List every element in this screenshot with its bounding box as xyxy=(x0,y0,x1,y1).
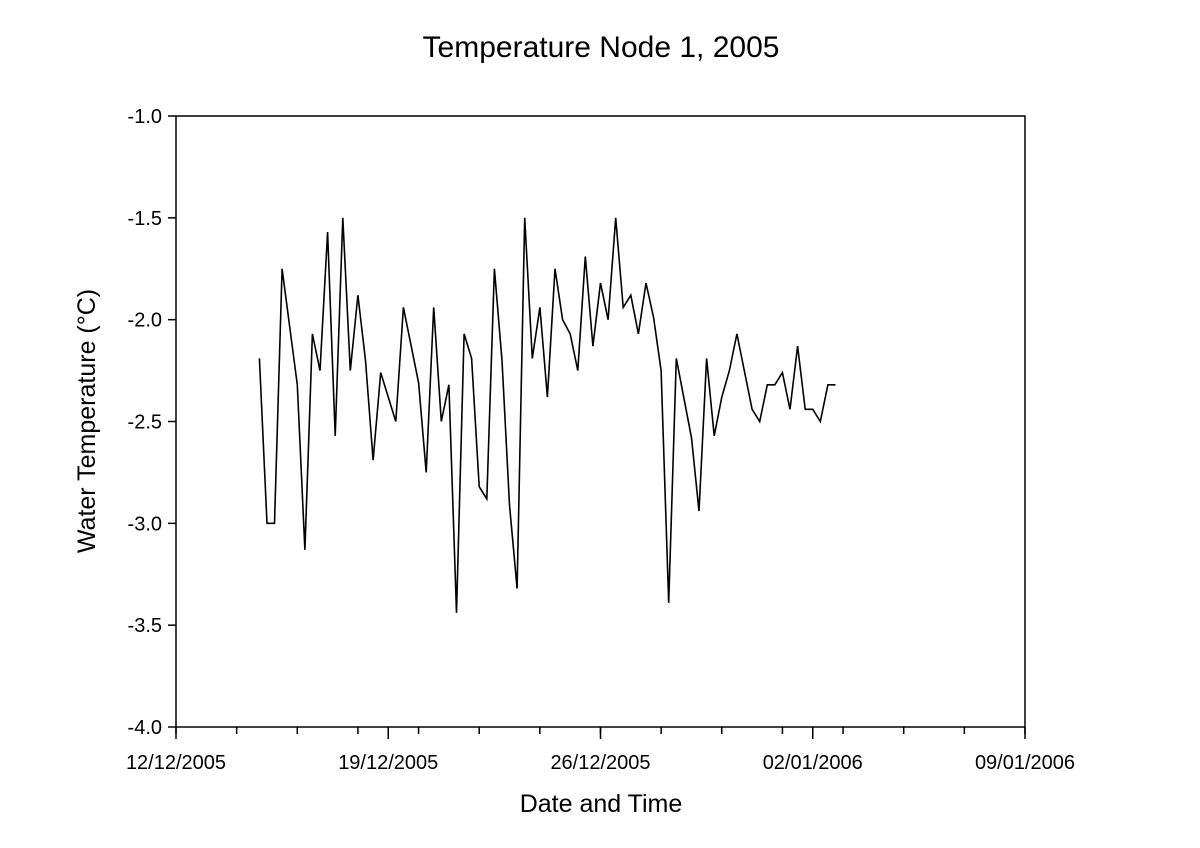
x-tick-label: 02/01/2006 xyxy=(763,752,863,774)
y-axis-label: Water Temperature (°C) xyxy=(73,289,101,553)
y-tick-label: -3.0 xyxy=(128,513,162,535)
series-line xyxy=(258,217,836,613)
y-tick-label: -3.5 xyxy=(128,615,162,637)
x-axis: 12/12/2005 19/12/2005 26/12/2005 02/01/2006… xyxy=(126,727,1075,774)
x-axis-label: Date and Time xyxy=(520,790,683,818)
chart-title: Temperature Node 1, 2005 xyxy=(423,31,780,64)
y-tick-label: -2.0 xyxy=(128,310,162,332)
x-tick-label: 26/12/2005 xyxy=(550,752,650,774)
y-tick-label: -1.5 xyxy=(128,208,162,230)
y-tick-label: -4.0 xyxy=(128,717,162,739)
x-tick-label: 19/12/2005 xyxy=(338,752,438,774)
x-tick-label: 09/01/2006 xyxy=(975,752,1075,774)
plot-frame xyxy=(175,115,1026,728)
y-tick-label: -2.5 xyxy=(128,412,162,434)
y-tick-label: -1.0 xyxy=(128,106,162,128)
series-group xyxy=(258,217,836,613)
x-tick-label: 12/12/2005 xyxy=(126,752,226,774)
y-axis: -1.0 -1.5 -2.0 -2.5 -3.0 -3.5 -4.0 xyxy=(128,106,176,739)
